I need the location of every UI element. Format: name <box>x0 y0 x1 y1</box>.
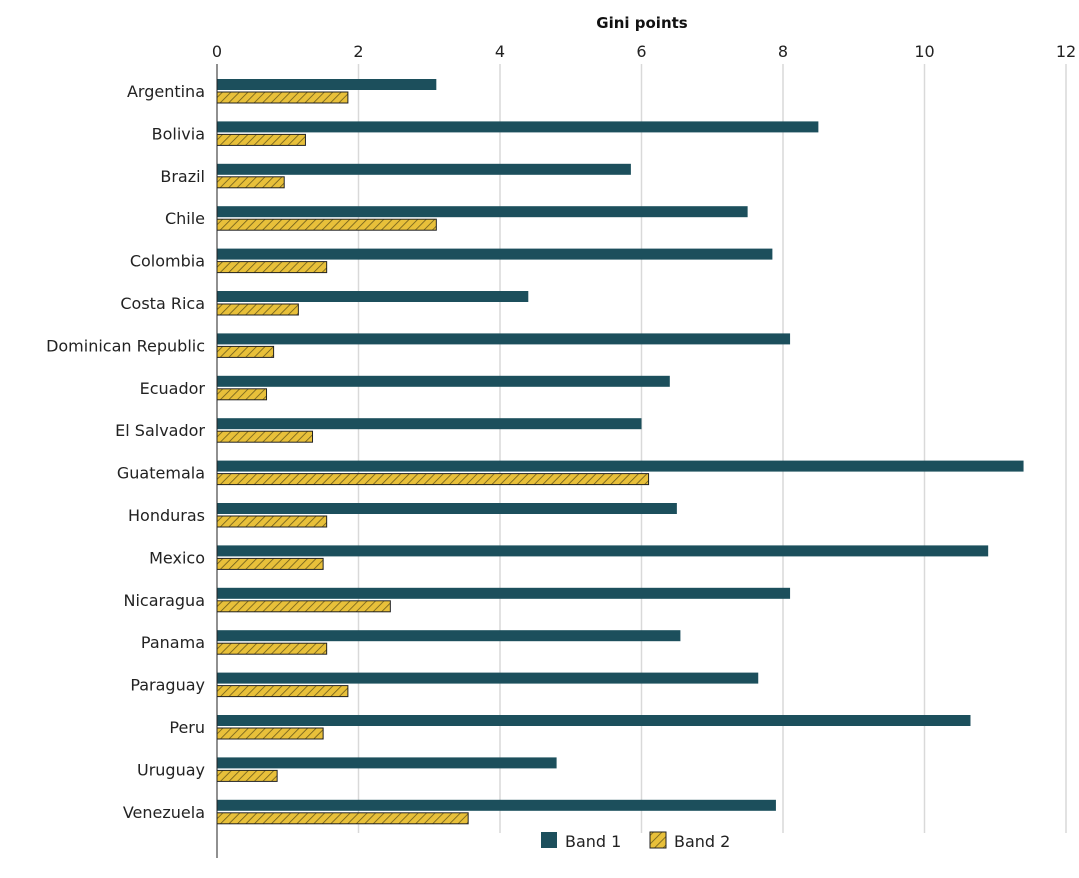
bar-band-2 <box>216 430 314 443</box>
category-label: Brazil <box>160 167 205 186</box>
x-tick-label: 0 <box>212 42 222 61</box>
legend-label-band-1: Band 1 <box>565 832 621 851</box>
bar-band-2 <box>216 261 328 274</box>
bar-band-1 <box>217 163 631 175</box>
category-label: Chile <box>165 209 205 228</box>
bar-band-1 <box>217 799 776 811</box>
category-label: Paraguay <box>130 676 205 695</box>
bar-band-2 <box>216 769 278 782</box>
bar-band-1 <box>217 503 677 514</box>
bar-band-2 <box>216 388 268 401</box>
bar-band-2 <box>216 515 328 528</box>
bar-band-1 <box>217 121 819 133</box>
bar-band-1 <box>217 291 529 302</box>
x-tick-label: 6 <box>636 42 646 61</box>
category-label: Uruguay <box>137 760 205 779</box>
bar-band-2 <box>216 176 285 189</box>
bar-band-1 <box>217 460 1024 472</box>
bar-band-2 <box>216 345 275 358</box>
bar-band-1 <box>217 672 759 684</box>
category-label: Panama <box>141 633 205 652</box>
x-tick-label: 2 <box>353 42 363 61</box>
x-tick-labels: 0 2 4 6 8 10 12 <box>212 42 1076 61</box>
bar-band-1 <box>217 587 791 599</box>
bar-band-1 <box>217 333 791 345</box>
bar-band-2 <box>216 685 349 698</box>
bar-band-1 <box>217 79 437 90</box>
x-tick-label: 8 <box>778 42 788 61</box>
legend-swatch-band-2 <box>649 831 667 849</box>
bar-band-1 <box>217 630 681 642</box>
bar-band-2 <box>216 642 328 655</box>
category-label: Argentina <box>127 82 205 101</box>
category-label: Guatemala <box>117 464 205 483</box>
category-labels: Argentina Bolivia Brazil Chile Colombia Costa… <box>46 82 205 822</box>
category-label: Bolivia <box>152 124 205 143</box>
bar-band-1 <box>217 757 557 769</box>
bar-band-2 <box>216 218 437 231</box>
legend: Band 1 Band 2 <box>541 831 730 851</box>
bar-band-2 <box>216 473 650 486</box>
category-label: Costa Rica <box>120 294 205 313</box>
bar-band-2 <box>216 727 324 740</box>
legend-swatch-band-1 <box>541 832 557 848</box>
x-tick-label: 4 <box>495 42 505 61</box>
gridlines <box>357 64 1067 833</box>
bar-band-2 <box>216 91 349 104</box>
bar-band-1 <box>217 375 670 387</box>
legend-label-band-2: Band 2 <box>674 832 730 851</box>
category-label: Colombia <box>130 252 205 271</box>
category-label: Mexico <box>149 548 205 567</box>
category-label: Venezuela <box>123 803 205 822</box>
bar-band-2 <box>216 812 469 825</box>
category-label: Honduras <box>128 506 205 525</box>
category-label: El Salvador <box>115 421 205 440</box>
bar-band-2 <box>216 303 299 316</box>
bar-band-1 <box>217 206 748 218</box>
bar-band-1 <box>217 418 642 430</box>
bar-band-2 <box>216 133 306 146</box>
bar-band-1 <box>217 545 989 557</box>
x-axis-title: Gini points <box>596 14 688 32</box>
bar-band-2 <box>216 600 391 613</box>
category-label: Ecuador <box>140 379 206 398</box>
x-tick-label: 10 <box>914 42 934 61</box>
bar-band-1 <box>217 715 971 726</box>
bar-band-2 <box>216 557 324 570</box>
bars <box>216 79 1024 825</box>
x-tick-label: 12 <box>1056 42 1076 61</box>
bar-band-1 <box>217 248 773 260</box>
category-label: Nicaragua <box>124 591 206 610</box>
category-label: Dominican Republic <box>46 336 205 355</box>
category-label: Peru <box>169 718 205 737</box>
